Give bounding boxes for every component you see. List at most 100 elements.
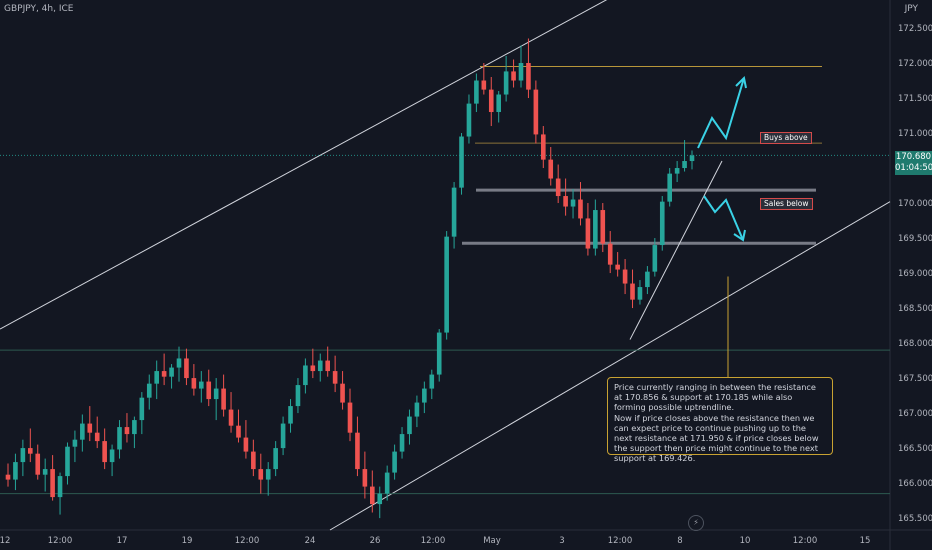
candle-body	[496, 94, 502, 113]
x-tick-label: 12:00	[235, 536, 260, 546]
y-tick-label: 171.500	[898, 94, 932, 104]
drawings	[629, 75, 747, 377]
note-text: Price currently ranging in between the r…	[614, 382, 816, 413]
x-tick-label: 8	[677, 536, 682, 546]
candle-body	[340, 383, 345, 403]
candle-body	[630, 283, 635, 300]
x-tick-label: 12:00	[608, 536, 633, 546]
currency-label: JPY	[904, 4, 918, 14]
candle-body	[362, 469, 368, 487]
candle-body	[377, 493, 383, 505]
x-tick-label: 19	[182, 536, 193, 546]
candle-body	[20, 448, 26, 463]
candle-body	[146, 383, 152, 398]
y-tick-label: 172.500	[898, 24, 932, 34]
candle-body	[436, 332, 442, 375]
candle-body	[593, 210, 598, 249]
x-tick-label: 15	[860, 536, 871, 546]
y-tick-label: 166.500	[898, 444, 932, 454]
candle-body	[243, 437, 249, 452]
candle-body	[578, 199, 583, 219]
candle-body	[65, 446, 70, 477]
candle-body	[213, 388, 219, 400]
candle-body	[80, 423, 85, 440]
candle-body	[682, 161, 687, 169]
x-tick-label: 26	[370, 536, 381, 546]
candle-body	[184, 358, 189, 379]
y-tick-label: 168.000	[898, 339, 932, 349]
candle-body	[251, 451, 256, 470]
candle-body	[607, 243, 613, 265]
x-tick-label: 10	[740, 536, 751, 546]
candle-body	[540, 134, 546, 160]
x-tick-label: 24	[305, 536, 316, 546]
candle-body	[369, 486, 375, 505]
candle-body	[94, 432, 100, 442]
y-tick-label: 167.500	[898, 374, 932, 384]
candle-body	[161, 371, 167, 377]
candle-body	[481, 80, 487, 90]
candle-body	[451, 187, 457, 237]
candle-body	[176, 358, 182, 368]
channel-lines	[0, 0, 891, 531]
candle-body	[466, 103, 472, 137]
candle-body	[27, 448, 33, 454]
y-tick-label: 172.000	[898, 59, 932, 69]
current-price: 170.680	[895, 152, 932, 162]
bullish-projection-arrow	[697, 77, 745, 149]
lightning-icon[interactable]: ⚡	[688, 515, 704, 531]
candle-body	[280, 423, 286, 449]
candle-body	[637, 287, 643, 300]
candle-body	[459, 136, 464, 188]
candle-body	[221, 388, 226, 410]
candle-body	[570, 199, 576, 207]
candle-body	[392, 451, 397, 473]
candle-body	[102, 441, 107, 463]
candle-body	[399, 434, 405, 452]
candle-body	[503, 71, 509, 95]
candles	[5, 38, 695, 519]
x-tick-label: 12:00	[793, 536, 818, 546]
candle-body	[600, 210, 606, 244]
y-tick-label: 165.500	[898, 514, 932, 524]
candle-body	[429, 374, 435, 389]
candle-body	[652, 245, 658, 272]
bullish-arrow-head	[735, 75, 747, 89]
x-tick-label: 12:00	[421, 536, 446, 546]
candle-body	[42, 469, 48, 475]
candle-body	[689, 155, 695, 162]
candle-body	[407, 416, 412, 435]
candle-body	[169, 367, 174, 377]
candle-body	[72, 439, 78, 447]
candle-body	[585, 218, 591, 249]
analysis-note[interactable]: Price currently ranging in between the r…	[607, 377, 833, 463]
y-tick-label: 166.000	[898, 479, 932, 489]
candle-body	[422, 388, 427, 403]
candle-body	[488, 89, 494, 113]
candle-body	[117, 427, 122, 450]
candle-body	[511, 71, 516, 81]
candle-body	[273, 448, 278, 470]
y-tick-label: 169.500	[898, 234, 932, 244]
lower-channel-line	[329, 201, 891, 531]
x-tick-label: 17	[117, 536, 128, 546]
candle-body	[258, 469, 264, 480]
candle-body	[518, 63, 524, 81]
candle-body	[645, 271, 650, 288]
candle-body	[288, 406, 293, 424]
level-lines	[0, 66, 890, 495]
candle-body	[667, 173, 673, 202]
candle-countdown: 01:04:50	[895, 163, 932, 173]
candle-body	[154, 371, 160, 384]
candle-body	[444, 236, 449, 333]
candle-body	[295, 385, 301, 407]
candle-body	[325, 360, 331, 372]
candle-body	[265, 469, 271, 480]
y-tick-label: 170.000	[898, 199, 932, 209]
candle-body	[139, 397, 145, 421]
bearish-projection-arrow	[703, 195, 744, 241]
candle-body	[5, 474, 11, 480]
